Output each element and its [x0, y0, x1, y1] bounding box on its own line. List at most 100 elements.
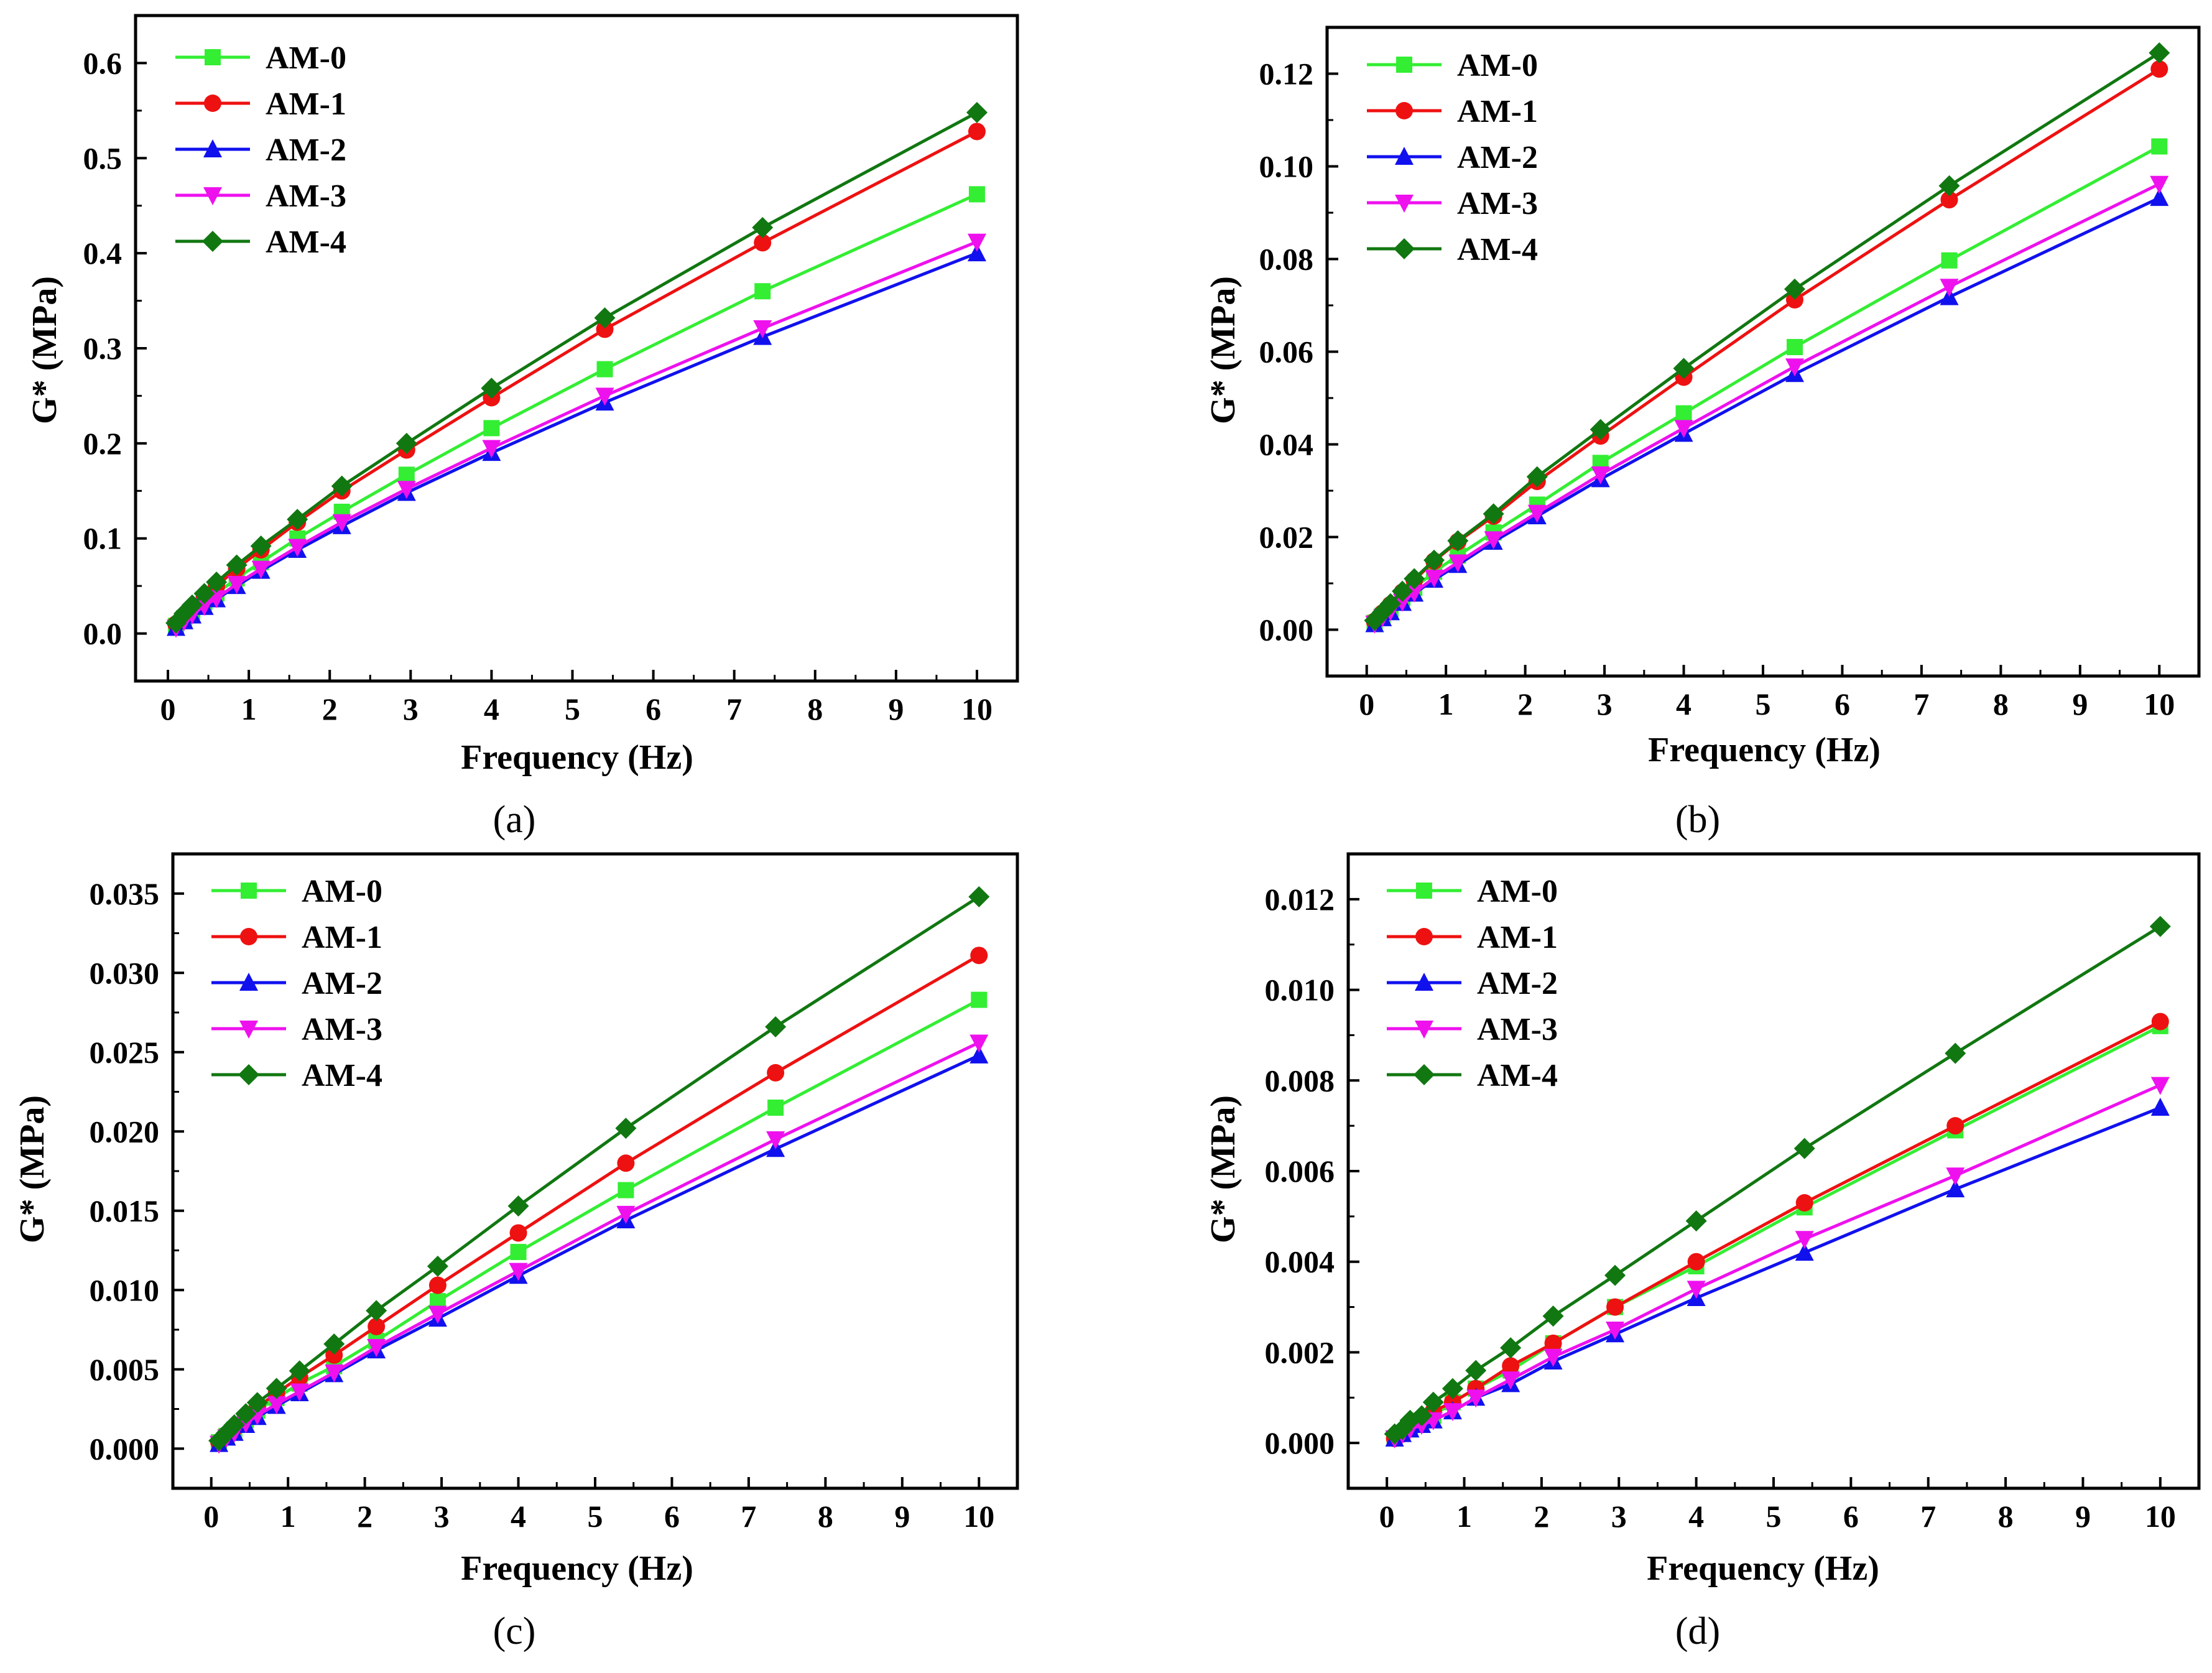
- data-point-am-4: [1673, 358, 1695, 379]
- x-tick-label: 2: [1517, 687, 1533, 721]
- y-tick-label: 0.0: [83, 616, 123, 651]
- data-point-am-0: [968, 186, 985, 203]
- data-point-am-4: [289, 1360, 310, 1382]
- data-point-am-3: [1543, 1348, 1563, 1367]
- data-point-am-3: [267, 1396, 286, 1414]
- legend-label-am-4: AM-4: [302, 1058, 382, 1093]
- data-point-am-0: [754, 283, 771, 300]
- legend-label-am-2: AM-2: [266, 132, 346, 168]
- data-point-am-4: [1379, 593, 1401, 614]
- data-point-am-3: [367, 1339, 386, 1358]
- data-point-am-3: [1940, 279, 1959, 297]
- legend-label-am-1: AM-1: [1457, 94, 1538, 129]
- x-tick-label: 9: [2075, 1499, 2091, 1534]
- data-point-am-4: [1447, 530, 1469, 552]
- legend-marker-am-1: [204, 95, 221, 112]
- y-tick-label: 0.012: [1265, 882, 1335, 917]
- data-point-am-4: [594, 307, 616, 329]
- y-tick-label: 0.04: [1259, 427, 1314, 462]
- data-point-am-3: [1443, 1403, 1462, 1422]
- data-point-am-1: [1544, 1334, 1562, 1352]
- data-point-am-3: [1785, 358, 1804, 377]
- data-point-am-3: [1674, 420, 1693, 438]
- legend-marker-am-3: [203, 187, 222, 205]
- legend-marker-am-1: [240, 928, 257, 945]
- data-point-am-3: [1501, 1371, 1520, 1390]
- data-point-am-4: [396, 432, 417, 454]
- data-point-am-3: [290, 1383, 309, 1402]
- x-tick-label: 7: [1920, 1499, 1936, 1534]
- y-tick-label: 0.015: [90, 1193, 160, 1228]
- x-axis-title-c: Frequency (Hz): [461, 1549, 693, 1588]
- x-tick-label: 8: [1998, 1499, 2014, 1534]
- x-tick-label: 1: [1438, 687, 1454, 721]
- legend-label-am-0: AM-0: [1477, 874, 1558, 909]
- data-point-am-4: [1392, 580, 1414, 602]
- legend-marker-am-2: [239, 973, 258, 991]
- data-point-am-3: [509, 1263, 528, 1281]
- data-point-am-3: [1448, 554, 1468, 573]
- data-point-am-3: [482, 440, 501, 458]
- legend-marker-am-4: [202, 231, 223, 252]
- y-tick-label: 0.02: [1259, 520, 1314, 555]
- x-tick-label: 0: [1379, 1499, 1395, 1534]
- data-point-am-2: [2150, 188, 2169, 206]
- data-point-am-2: [969, 1045, 989, 1064]
- data-point-am-3: [397, 481, 416, 499]
- data-point-am-4: [206, 572, 228, 593]
- y-axis-title-d: G* (MPa): [1204, 1095, 1243, 1243]
- y-axis-title-a: G* (MPa): [25, 276, 64, 424]
- legend-marker-am-1: [1415, 928, 1433, 945]
- data-point-am-3: [1425, 570, 1444, 588]
- panel-b: 0 1 2 3 4 5 6 7 8 9 10 0.00 0.02 0.04 0.06 0.08 0.10 0.12…: [1204, 25, 2201, 841]
- legend-label-am-4: AM-4: [1477, 1058, 1558, 1093]
- data-point-am-4: [1784, 278, 1805, 300]
- data-point-am-4: [752, 216, 774, 238]
- data-point-am-1: [1940, 191, 1958, 209]
- data-point-am-1: [1687, 1253, 1705, 1271]
- data-point-am-1: [1795, 1194, 1813, 1212]
- data-point-am-3: [1946, 1167, 1965, 1186]
- data-point-am-3: [753, 320, 772, 338]
- data-point-am-4: [323, 1333, 345, 1355]
- data-point-am-4: [250, 535, 272, 557]
- data-point-am-1: [1502, 1357, 1520, 1375]
- data-point-am-4: [1685, 1210, 1707, 1232]
- x-tick-label: 10: [2145, 1499, 2176, 1534]
- data-point-am-0: [510, 1244, 527, 1261]
- data-point-am-3: [1606, 1322, 1625, 1340]
- data-point-am-4: [966, 101, 988, 123]
- data-point-am-1: [617, 1154, 635, 1172]
- data-point-am-4: [1590, 419, 1611, 440]
- data-point-am-0: [398, 466, 415, 483]
- plot-layer-a: 0 1 2 3 4 5 6 7 8 9 10 0.0 0.1 0.2 0.3 0.4 0.5 0.6 AM-0 AM-…: [83, 14, 1019, 726]
- data-point-am-1: [325, 1346, 343, 1364]
- data-point-am-3: [766, 1131, 785, 1149]
- y-tick-label: 0.004: [1265, 1244, 1335, 1279]
- data-point-am-3: [595, 387, 614, 406]
- legend-label-am-2: AM-2: [1477, 966, 1558, 1001]
- panel-d: 0 1 2 3 4 5 6 7 8 9 10 0.000 0.002 0.004 0.006 0.008 0.0…: [1204, 852, 2201, 1652]
- data-point-am-2: [2150, 1098, 2170, 1116]
- data-point-am-0: [1786, 339, 1803, 356]
- legend-label-am-3: AM-3: [266, 178, 346, 214]
- legend-label-am-3: AM-3: [302, 1012, 382, 1047]
- data-point-am-2: [1946, 1179, 1965, 1198]
- data-point-am-4: [1411, 1405, 1433, 1427]
- data-point-am-0: [1675, 405, 1692, 422]
- data-point-am-3: [967, 233, 986, 252]
- data-point-am-0: [1941, 252, 1958, 269]
- x-tick-label: 7: [741, 1499, 756, 1534]
- data-point-am-3: [288, 539, 307, 557]
- x-tick-label: 7: [726, 692, 742, 726]
- x-tick-label: 8: [807, 692, 823, 726]
- y-tick-label: 0.06: [1259, 335, 1314, 369]
- data-point-am-4: [2149, 915, 2171, 937]
- y-tick-label: 0.08: [1259, 242, 1314, 277]
- x-tick-label: 4: [1676, 687, 1691, 721]
- data-point-am-0: [483, 420, 500, 437]
- data-point-am-3: [1687, 1281, 1706, 1299]
- data-point-am-2: [967, 243, 986, 262]
- data-point-am-3: [251, 560, 271, 579]
